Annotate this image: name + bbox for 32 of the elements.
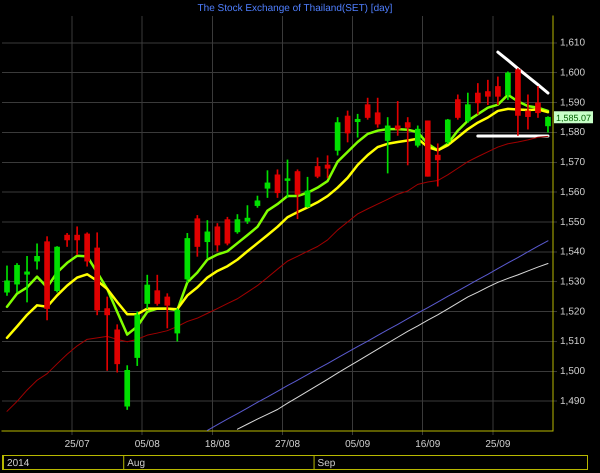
y-tick-label: 1,530 bbox=[560, 276, 586, 288]
text: Sep bbox=[318, 458, 336, 469]
y-tick-label: 1,550 bbox=[560, 216, 586, 228]
candlestick bbox=[264, 170, 270, 198]
y-tick-label: 1,520 bbox=[560, 306, 586, 318]
y-tick-label: 1,560 bbox=[560, 186, 586, 198]
candlestick bbox=[284, 160, 290, 198]
text: 2014 bbox=[7, 458, 30, 469]
text: 1,585.07 bbox=[556, 112, 592, 123]
candlestick bbox=[34, 243, 40, 270]
x-tick-label: 05/08 bbox=[134, 438, 160, 450]
candlestick bbox=[244, 205, 250, 224]
chart-title: The Stock Exchange of Thailand(SET) [day] bbox=[198, 2, 393, 14]
x-tick-label: 27/08 bbox=[274, 438, 300, 450]
x-tick-label: 25/09 bbox=[485, 438, 511, 450]
candlestick bbox=[525, 94, 531, 130]
y-tick-label: 1,580 bbox=[560, 127, 586, 138]
y-tick-label: 1,510 bbox=[560, 336, 586, 348]
text: Aug bbox=[127, 458, 146, 469]
x-tick-label: 18/08 bbox=[204, 438, 230, 450]
y-tick-label: 1,570 bbox=[560, 157, 586, 168]
x-tick-label: 16/09 bbox=[415, 438, 441, 450]
x-tick-label: 25/07 bbox=[64, 438, 90, 450]
y-tick-label: 1,610 bbox=[560, 38, 586, 49]
y-tick-label: 1,490 bbox=[560, 396, 586, 407]
candlestick bbox=[24, 256, 30, 302]
y-tick-label: 1,600 bbox=[560, 67, 586, 78]
x-tick-label: 05/09 bbox=[345, 438, 371, 450]
candlestick bbox=[324, 155, 330, 178]
y-tick-label: 1,500 bbox=[560, 366, 586, 378]
y-tick-label: 1,540 bbox=[560, 246, 586, 258]
y-tick-label: 1,590 bbox=[560, 97, 586, 108]
